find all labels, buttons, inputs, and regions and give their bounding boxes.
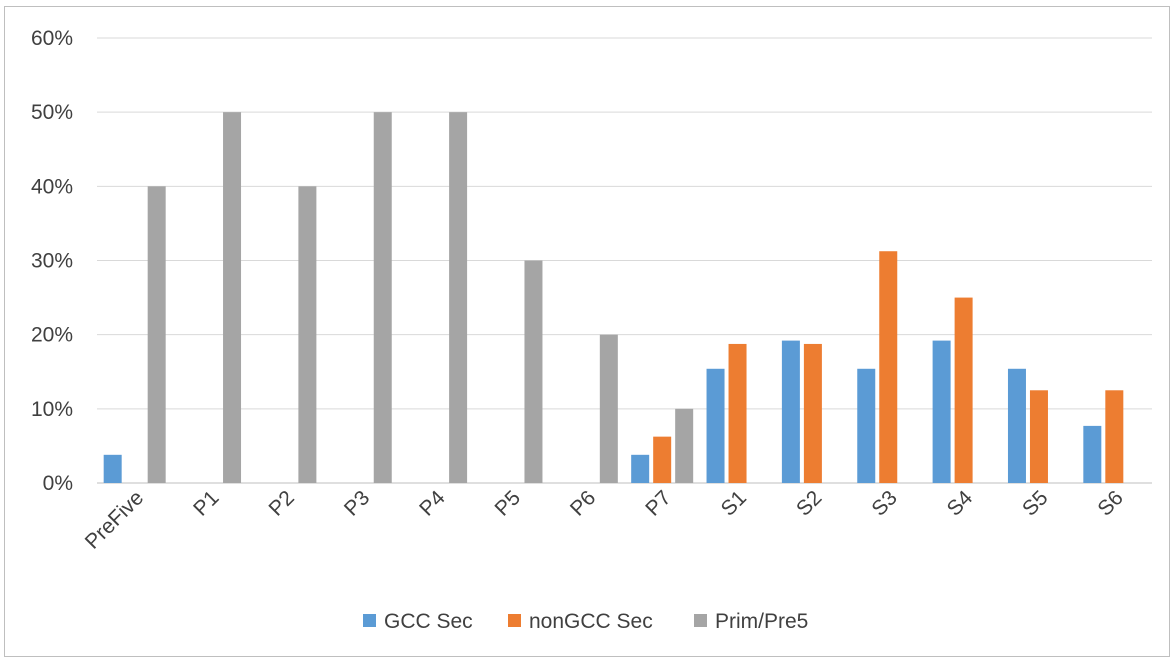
x-category-label: S5 bbox=[1018, 486, 1052, 520]
legend-label: nonGCC Sec bbox=[529, 610, 653, 633]
legend-item-nongcc-sec: nonGCC Sec bbox=[508, 610, 653, 633]
x-category-label: S2 bbox=[792, 486, 826, 520]
bar-prim-pre5-p7 bbox=[675, 408, 694, 483]
y-tick-label: 40% bbox=[31, 175, 73, 198]
bar-nongcc-sec-s6 bbox=[1105, 390, 1124, 483]
bar-prim-pre5-p4 bbox=[449, 112, 468, 484]
y-tick-label: 50% bbox=[31, 101, 73, 124]
y-tick-label: 10% bbox=[31, 398, 73, 421]
legend-swatch bbox=[508, 614, 521, 627]
y-tick-label: 0% bbox=[43, 472, 73, 495]
legend-item-prim-pre5: Prim/Pre5 bbox=[694, 610, 808, 633]
legend-label: Prim/Pre5 bbox=[715, 610, 808, 633]
bar-gcc-sec-prefive bbox=[103, 454, 122, 483]
bar-nongcc-sec-s5 bbox=[1029, 390, 1048, 483]
legend-item-gcc-sec: GCC Sec bbox=[363, 610, 473, 633]
bar-gcc-sec-s4 bbox=[932, 340, 951, 483]
x-category-label: P4 bbox=[415, 486, 450, 521]
bar-nongcc-sec-p7 bbox=[653, 436, 672, 483]
legend: GCC Sec nonGCC Sec Prim/Pre5 bbox=[363, 610, 808, 633]
bar-prim-pre5-p6 bbox=[599, 334, 618, 483]
bar-gcc-sec-s3 bbox=[857, 368, 876, 483]
bar-nongcc-sec-s1 bbox=[728, 343, 747, 483]
bar-prim-pre5-p1 bbox=[223, 112, 242, 484]
bar-prim-pre5-p3 bbox=[373, 112, 392, 484]
bars bbox=[103, 112, 1124, 484]
x-category-label: P3 bbox=[340, 486, 374, 520]
x-category-label: PreFive bbox=[81, 486, 148, 553]
chart-area bbox=[4, 6, 1170, 657]
bar-gcc-sec-s6 bbox=[1083, 425, 1102, 483]
x-category-label: S6 bbox=[1093, 486, 1127, 520]
x-category-label: S1 bbox=[717, 486, 751, 520]
bar-gcc-sec-s1 bbox=[706, 368, 725, 483]
x-category-label: P1 bbox=[189, 486, 223, 520]
bar-prim-pre5-p2 bbox=[298, 186, 317, 484]
bar-gcc-sec-p7 bbox=[631, 454, 650, 483]
x-category-label: S3 bbox=[867, 486, 901, 520]
bar-gcc-sec-s5 bbox=[1007, 368, 1026, 483]
x-category-label: P5 bbox=[491, 486, 525, 520]
gridlines bbox=[97, 37, 1152, 484]
legend-label: GCC Sec bbox=[384, 610, 473, 633]
y-tick-label: 30% bbox=[31, 250, 73, 273]
bar-prim-pre5-p5 bbox=[524, 260, 543, 483]
x-category-label: S4 bbox=[943, 486, 978, 521]
x-category-label: P7 bbox=[641, 486, 675, 520]
y-tick-label: 20% bbox=[31, 324, 73, 347]
x-category-label: P2 bbox=[265, 486, 299, 520]
bar-nongcc-sec-s3 bbox=[879, 251, 898, 483]
y-axis-tick-labels: 0% 10% 20% 30% 40% 50% 60% bbox=[31, 27, 73, 495]
legend-swatch bbox=[694, 614, 707, 627]
bar-gcc-sec-s2 bbox=[781, 340, 800, 483]
bar-prim-pre5-prefive bbox=[147, 186, 166, 484]
y-tick-label: 60% bbox=[31, 27, 73, 50]
legend-swatch bbox=[363, 614, 376, 627]
x-category-label: P6 bbox=[566, 486, 600, 520]
x-axis-category-labels: PreFive P1 P2 P3 P4 P5 P6 P7 S1 S2 S3 S4 S5 S6 bbox=[81, 486, 1128, 554]
bar-nongcc-sec-s4 bbox=[954, 297, 973, 483]
bar-nongcc-sec-s2 bbox=[803, 343, 822, 483]
